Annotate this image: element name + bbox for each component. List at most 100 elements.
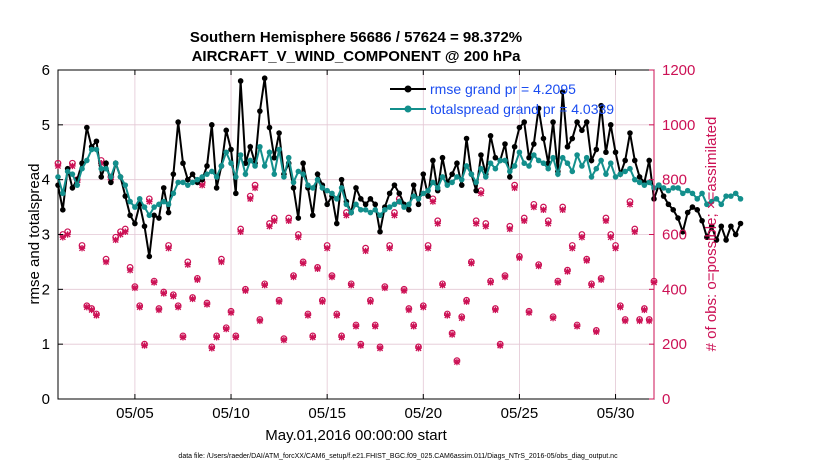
chart-title: Southern Hemisphere 56686 / 57624 = 98.3… [190, 29, 522, 46]
spread-point [689, 190, 696, 197]
rmse-point [708, 223, 715, 230]
spread-point [285, 154, 292, 161]
rmse-point [391, 182, 398, 188]
assimilated-obs-point [631, 228, 638, 235]
assimilated-obs-point [453, 358, 461, 366]
assimilated-obs-point [472, 220, 480, 227]
spread-point [209, 168, 215, 175]
assimilated-obs-point [194, 276, 201, 283]
assimilated-obs-point [420, 303, 427, 311]
spread-point [218, 163, 225, 169]
rmse-point [694, 207, 701, 213]
assimilated-obs-point [203, 301, 211, 308]
rmse-point [502, 141, 508, 147]
rmse-point [156, 215, 162, 221]
spread-point [266, 149, 273, 156]
spread-point [98, 165, 105, 172]
spread-point [93, 146, 100, 153]
spread-point [117, 174, 124, 180]
spread-point [694, 196, 701, 202]
assimilated-obs-point [174, 303, 182, 311]
rmse-point [300, 160, 306, 167]
spread-point [660, 185, 667, 191]
spread-point [473, 179, 479, 186]
assimilated-obs-point [573, 323, 581, 330]
spread-point [718, 201, 725, 208]
assimilated-obs-point [131, 284, 139, 292]
rmse-point [603, 149, 609, 156]
rmse-point [670, 207, 677, 213]
spread-point [559, 154, 566, 161]
assimilated-obs-point [136, 303, 143, 311]
assimilated-obs-point [511, 184, 518, 192]
assimilated-obs-point [400, 287, 408, 294]
legend-rmse-marker [404, 85, 412, 93]
assimilated-obs-point [299, 260, 307, 267]
spread-point [680, 190, 686, 197]
y2-tick-label-6: 1200 [662, 62, 695, 79]
rmse-point [420, 171, 427, 177]
spread-point [146, 212, 153, 219]
assimilated-obs-point [645, 317, 653, 325]
rmse-point [492, 154, 499, 161]
spread-point [228, 160, 234, 167]
spread-point [401, 204, 407, 210]
assimilated-obs-point [593, 328, 600, 336]
rmse-point [507, 174, 513, 180]
spread-point [511, 163, 518, 169]
spread-point [170, 190, 177, 197]
spread-point [348, 209, 354, 216]
rmse-point [680, 228, 686, 235]
assimilated-obs-point [415, 345, 422, 352]
rmse-point [574, 119, 580, 125]
spread-point [617, 171, 624, 177]
spread-point [108, 174, 114, 180]
assimilated-obs-point [237, 228, 244, 235]
rmse-point [588, 157, 595, 164]
rmse-point [93, 138, 100, 145]
assimilated-obs-point [189, 295, 196, 303]
spread-point [607, 160, 614, 167]
assimilated-obs-point [266, 223, 273, 230]
rmse-point [406, 207, 412, 213]
assimilated-obs-point [545, 220, 552, 227]
assimilated-obs-point [184, 261, 191, 268]
rmse-point [713, 237, 720, 243]
rmse-point [151, 212, 157, 219]
rmse-point [377, 228, 383, 235]
rmse-point [295, 215, 302, 221]
rmse-point [141, 223, 148, 230]
spread-point [74, 182, 81, 188]
assimilated-obs-point [290, 273, 297, 281]
assimilated-obs-point [242, 287, 249, 294]
spread-point [305, 182, 311, 188]
assimilated-obs-point [569, 245, 576, 252]
y2-tick-label-5: 1000 [662, 117, 695, 134]
rmse-point [564, 143, 571, 150]
assimilated-obs-point [362, 247, 369, 255]
rmse-point [165, 209, 172, 216]
spread-point [728, 193, 734, 199]
rmse-point [665, 201, 672, 208]
assimilated-obs-point [482, 223, 489, 230]
assimilated-obs-point [126, 266, 134, 274]
spread-point [112, 160, 119, 167]
assimilated-obs-point [309, 334, 316, 341]
assimilated-obs-point [381, 284, 389, 292]
spread-point [223, 149, 230, 156]
spread-point [516, 149, 523, 156]
rmse-point [204, 163, 210, 169]
rmse-point [213, 185, 220, 191]
spread-point [290, 179, 297, 186]
spread-point [612, 174, 619, 180]
assimilated-obs-point [357, 342, 365, 349]
assimilated-obs-point [64, 231, 71, 238]
spread-point [184, 182, 191, 188]
spread-point [531, 152, 537, 158]
spread-point [497, 157, 503, 164]
y2-tick-label-4: 800 [662, 172, 687, 189]
rmse-point [732, 231, 739, 238]
assimilated-obs-point [424, 245, 432, 252]
rmse-point [410, 182, 417, 188]
